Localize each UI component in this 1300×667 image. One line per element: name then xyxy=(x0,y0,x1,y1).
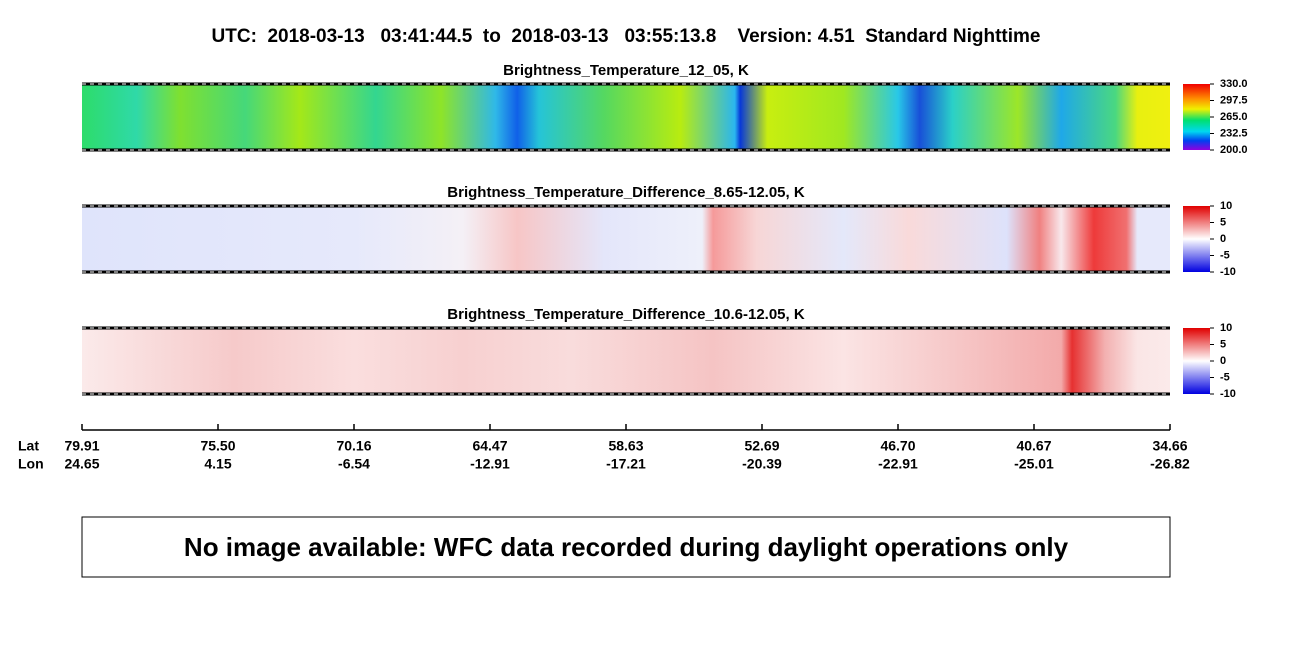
lon-value: 24.65 xyxy=(64,456,99,472)
lat-value: 40.67 xyxy=(1016,438,1051,454)
colorbar-label: 0 xyxy=(1220,233,1226,245)
image-strip xyxy=(82,328,1170,394)
colorbar-label: 0 xyxy=(1220,355,1226,367)
colorbar xyxy=(1183,206,1210,272)
image-strip xyxy=(82,206,1170,272)
colorbar-label: 200.0 xyxy=(1220,144,1248,156)
lon-label: Lon xyxy=(18,456,44,472)
colorbar-label: 265.0 xyxy=(1220,111,1248,123)
image-strip xyxy=(82,84,1170,150)
lat-value: 52.69 xyxy=(744,438,779,454)
panel-title: Brightness_Temperature_12_05, K xyxy=(503,62,749,79)
lon-value: -20.39 xyxy=(742,456,782,472)
lat-value: 79.91 xyxy=(64,438,99,454)
page-title: UTC: 2018-03-13 03:41:44.5 to 2018-03-13… xyxy=(212,26,1041,47)
panel-title: Brightness_Temperature_Difference_8.65-1… xyxy=(447,184,805,201)
message: No image available: WFC data recorded du… xyxy=(184,532,1069,562)
colorbar xyxy=(1183,84,1210,150)
colorbar-label: 10 xyxy=(1220,200,1232,212)
lat-label: Lat xyxy=(18,438,39,454)
colorbar-label: 5 xyxy=(1220,338,1226,350)
colorbar-label: 232.5 xyxy=(1220,127,1248,139)
colorbar-label: 10 xyxy=(1220,322,1232,334)
lat-value: 75.50 xyxy=(200,438,235,454)
lon-value: -6.54 xyxy=(338,456,370,472)
lat-value: 64.47 xyxy=(472,438,507,454)
colorbar-label: -5 xyxy=(1220,371,1230,383)
lat-value: 58.63 xyxy=(608,438,643,454)
lon-value: -25.01 xyxy=(1014,456,1054,472)
lat-value: 70.16 xyxy=(336,438,371,454)
message-box xyxy=(81,516,1171,578)
lon-value: -22.91 xyxy=(878,456,918,472)
lon-value: 4.15 xyxy=(204,456,231,472)
colorbar-label: -10 xyxy=(1220,388,1236,400)
panel-title: Brightness_Temperature_Difference_10.6-1… xyxy=(447,306,805,323)
colorbar-label: 330.0 xyxy=(1220,78,1248,90)
colorbar-label: 5 xyxy=(1220,216,1226,228)
colorbar-label: 297.5 xyxy=(1220,94,1248,106)
lon-value: -12.91 xyxy=(470,456,510,472)
lon-value: -26.82 xyxy=(1150,456,1190,472)
lat-value: 46.70 xyxy=(880,438,915,454)
lon-value: -17.21 xyxy=(606,456,646,472)
lat-value: 34.66 xyxy=(1152,438,1187,454)
colorbar xyxy=(1183,328,1210,394)
colorbar-label: -10 xyxy=(1220,266,1236,278)
colorbar-label: -5 xyxy=(1220,249,1230,261)
